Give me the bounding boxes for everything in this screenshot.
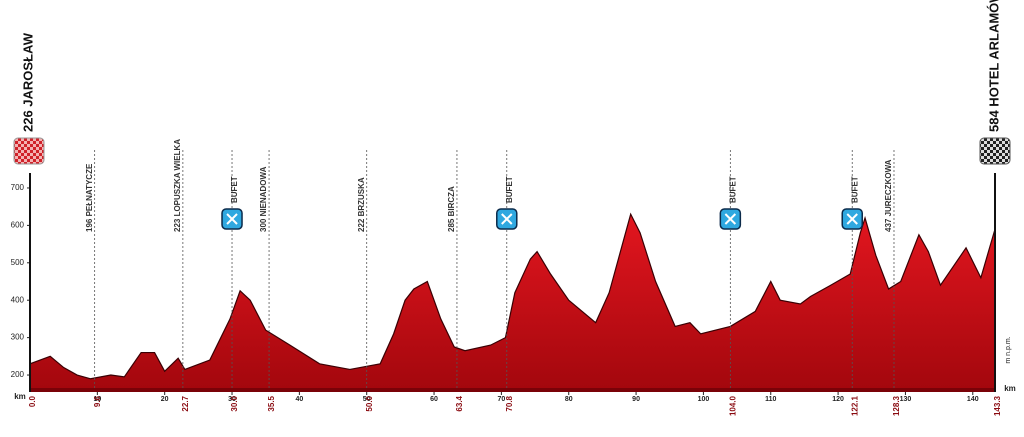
x-tick-label: 120 xyxy=(832,396,844,403)
waypoint-km: 0.0 xyxy=(28,395,37,407)
y-tick-label: 200 xyxy=(11,370,25,379)
waypoint-km: 143.3 xyxy=(993,395,1002,416)
x-tick-label: 80 xyxy=(565,396,573,403)
x-tick-label: 20 xyxy=(161,396,169,403)
y-tick-label: 300 xyxy=(11,333,25,342)
waypoint-label: BUFET xyxy=(230,176,239,203)
waypoint-km: 9.6 xyxy=(93,395,102,407)
x-tick-label: 50 xyxy=(363,396,371,403)
x-tick-label: 10 xyxy=(93,396,101,403)
x-unit: km xyxy=(14,392,26,401)
waypoint-km: 70.8 xyxy=(505,395,514,411)
y-tick-label: 600 xyxy=(11,220,25,229)
x-tick-label: 100 xyxy=(698,396,710,403)
feed-icon-x xyxy=(501,213,513,225)
waypoint-km: 50.0 xyxy=(365,395,374,411)
x-tick-label: 40 xyxy=(295,396,303,403)
waypoint-km: 104.0 xyxy=(728,395,737,416)
feed-icon-x xyxy=(846,213,858,225)
baseline-strip xyxy=(30,388,995,392)
x-tick-label: 140 xyxy=(967,396,979,403)
waypoint-label: 222 BRZUSKA xyxy=(357,177,366,232)
start-label: 226 JAROSŁAW xyxy=(20,32,35,132)
y-unit: m n.p.m. xyxy=(1005,336,1012,363)
x-tick-label: 130 xyxy=(900,396,912,403)
x-tick-label: 110 xyxy=(765,396,776,403)
feed-icon-x xyxy=(724,213,737,225)
x-tick-label: 30 xyxy=(228,396,236,403)
y-tick-label: 500 xyxy=(11,258,25,267)
feed-icon-x xyxy=(226,213,238,225)
waypoint-label: 196 PEŁNATYCZE xyxy=(85,163,94,232)
finish-flag xyxy=(979,137,1011,165)
y-tick-label: 400 xyxy=(11,295,25,304)
waypoint-km: 63.4 xyxy=(455,395,464,411)
plot: 200 300 400 500 600 700 10 20 30 40 50 60 70 80 90 100 1… xyxy=(11,139,1002,416)
finish-label: 584 HOTEL ARLAMÓW xyxy=(986,0,1001,132)
waypoint-km: 122.1 xyxy=(850,395,859,416)
y-tick-label: 700 xyxy=(11,183,25,192)
waypoint-km: 128.3 xyxy=(892,395,901,416)
x-unit-right: km xyxy=(1004,384,1016,393)
waypoint-km: 30.0 xyxy=(230,395,239,411)
waypoint-km: 22.7 xyxy=(181,395,190,411)
x-tick-label: 70 xyxy=(497,396,505,403)
start-flag xyxy=(13,137,45,165)
waypoint-label: 223 LOPUSZKA WIELKA xyxy=(173,139,182,232)
x-tick-label: 90 xyxy=(632,396,640,403)
waypoint-label: 300 NIENADOWA xyxy=(259,166,268,232)
waypoint-label: BUFET xyxy=(505,176,514,203)
waypoint-label: 437 JURECZKOWA xyxy=(884,159,893,232)
x-tick-label: 60 xyxy=(430,396,438,403)
waypoint-label: 285 BIRCZA xyxy=(447,186,456,232)
elevation-area xyxy=(29,212,996,391)
waypoint-label: BUFET xyxy=(850,176,859,203)
waypoint-label: BUFET xyxy=(728,176,737,203)
waypoint-km: 35.5 xyxy=(267,395,276,411)
